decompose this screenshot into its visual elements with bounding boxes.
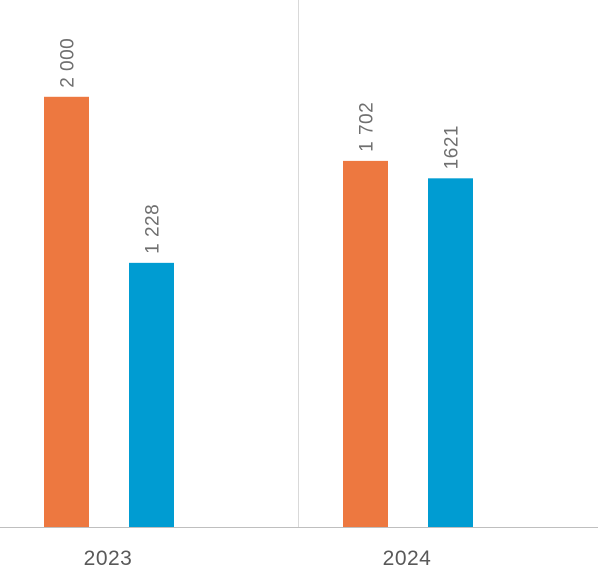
bar-2023-series-1 [44, 96, 89, 527]
bar-2024-series-1 [343, 160, 388, 527]
bar-2023-series-2 [129, 262, 174, 527]
data-label-2023-series-1: 2 000 [58, 38, 79, 88]
data-label-2023-series-2: 1 228 [143, 204, 164, 254]
x-tick-label-2023: 2023 [84, 547, 133, 566]
x-tick-label-2024: 2024 [383, 547, 432, 566]
data-label-2024-series-2: 1621 [442, 125, 463, 169]
bar-2024-series-2 [428, 178, 473, 528]
data-label-2024-series-1: 1 702 [357, 102, 378, 152]
